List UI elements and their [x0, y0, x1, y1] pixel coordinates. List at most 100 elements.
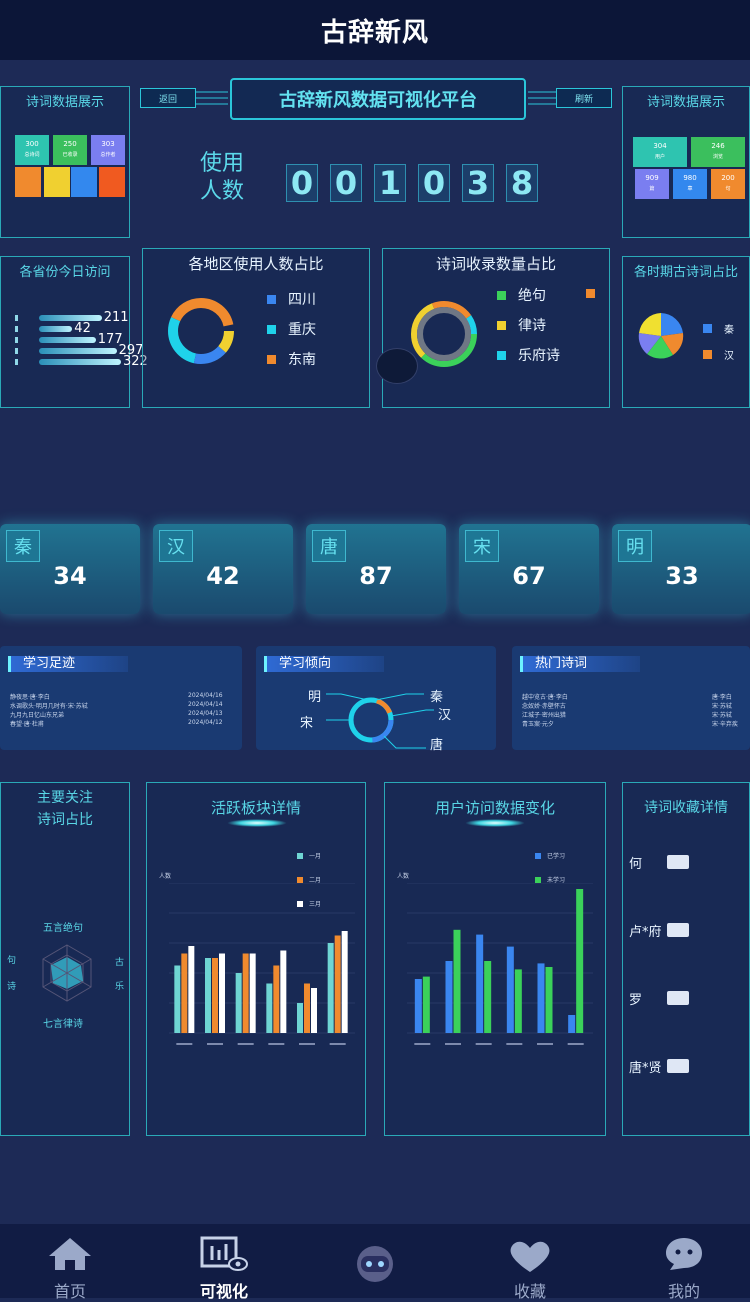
- radar-label-left-2: 诗: [7, 982, 17, 992]
- x-tick-label: [329, 1043, 346, 1045]
- legend-swatch: [267, 324, 276, 334]
- data-tile-label: 句: [725, 186, 731, 192]
- hot-poem-text[interactable]: 青玉案·元夕: [522, 721, 554, 728]
- favorite-item[interactable]: 罗: [629, 993, 643, 1008]
- favorite-badge: [667, 855, 689, 869]
- bar: [506, 946, 514, 1033]
- panel-title: 各地区使用人数占比: [188, 255, 324, 273]
- learning-tendency-panel: 学习倾向 明 宋 秦 汉 唐: [256, 646, 496, 753]
- robot-icon: [357, 1246, 393, 1282]
- footprint-row-text[interactable]: 春望·唐·杜甫: [10, 721, 44, 728]
- dynasty-card[interactable]: 宋 67: [459, 524, 599, 614]
- pie-slice: [647, 336, 673, 359]
- legend-swatch: [297, 901, 303, 907]
- title-glow: [227, 819, 287, 827]
- nav-center-robot[interactable]: [315, 1224, 435, 1298]
- legend-swatch: [535, 853, 541, 859]
- legend-label: 东南: [288, 352, 316, 368]
- data-tile: [71, 167, 97, 197]
- data-tile: 304 用户: [633, 137, 687, 167]
- dynasty-count: 34: [53, 562, 87, 590]
- bar: [576, 889, 584, 1033]
- bar: [212, 958, 218, 1033]
- radar-label-right-1: 古: [115, 958, 125, 968]
- x-tick-label: [237, 1043, 254, 1045]
- bar: [304, 983, 310, 1033]
- x-tick-label: [537, 1043, 553, 1045]
- province-bar-marker: [15, 359, 18, 365]
- nav-favorites[interactable]: 收藏: [470, 1224, 590, 1301]
- radar-label-left-1: 句: [7, 956, 17, 966]
- dynasty-card[interactable]: 唐 87: [306, 524, 446, 614]
- footprint-row-text[interactable]: 水调歌头·明月几时有·宋·苏轼: [10, 703, 88, 710]
- nav-visualization-label: 可视化: [199, 1282, 248, 1301]
- bar: [453, 929, 461, 1033]
- refresh-button[interactable]: 刷新: [556, 88, 612, 108]
- floating-action-button[interactable]: [376, 348, 418, 384]
- home-icon: [49, 1238, 91, 1270]
- footprint-row-text[interactable]: 九月九日忆山东兄弟: [10, 712, 65, 719]
- hot-poem-author: 唐·李白: [712, 694, 732, 701]
- panel-title: 学习足迹: [8, 656, 128, 672]
- data-tile-value: 300: [25, 140, 39, 148]
- data-tile-value: 200: [721, 174, 735, 182]
- data-tile: 909 篇: [635, 169, 669, 199]
- panel-title: 诗词数据展示: [25, 95, 104, 110]
- dynasty-card[interactable]: 明 33: [612, 524, 750, 614]
- province-bar-marker: [15, 315, 18, 321]
- tendency-label-qin: 秦: [430, 690, 444, 705]
- counter-digit: 1: [374, 164, 406, 202]
- footprint-row-text[interactable]: 静夜思·唐·李白: [10, 694, 50, 701]
- heart-icon: [510, 1241, 550, 1272]
- dynasty-card[interactable]: 汉 42: [153, 524, 293, 614]
- legend-item: 四川: [267, 289, 316, 309]
- data-tile: 250 已收录: [53, 135, 87, 165]
- bar: [219, 953, 225, 1033]
- data-tile: 980 章: [673, 169, 707, 199]
- tendency-diagram: [326, 693, 434, 749]
- hot-poem-text[interactable]: 念奴娇·赤壁怀古: [522, 703, 566, 710]
- legend-item: 东南: [267, 349, 316, 369]
- active-ylabel: 人数: [159, 873, 172, 880]
- collection-slice-yuefu: [411, 301, 477, 367]
- panel-title: 学习倾向: [264, 656, 384, 672]
- bar: [174, 965, 181, 1033]
- x-tick-label: [506, 1043, 523, 1045]
- collection-inner-ring: [417, 307, 471, 361]
- panel-title: 用户访问数据变化: [434, 799, 555, 817]
- active-bar-chart: [169, 883, 355, 1045]
- footprint-row-date: 2024/04/13: [188, 710, 223, 717]
- legend-swatch: [703, 350, 712, 359]
- province-bar-marker: [15, 348, 18, 354]
- bar: [414, 979, 422, 1033]
- back-button[interactable]: 返回: [140, 88, 196, 108]
- bar: [568, 1015, 576, 1033]
- data-tile-value: 246: [711, 142, 725, 150]
- hot-poems-panel: 热门诗词 越中览古·唐·李白 唐·李白 念奴娇·赤壁怀古 宋·苏轼 江城子·密州出猎 宋·…: [512, 646, 750, 750]
- pie-slice: [638, 333, 661, 354]
- dynasty-count: 42: [206, 562, 240, 590]
- learning-footprint-panel: 学习足迹 静夜思·唐·李白 2024/04/16 水调歌头·明月几时有·宋·苏轼 20…: [0, 646, 242, 750]
- nav-visualization[interactable]: 可视化: [164, 1224, 284, 1301]
- dynasty-card[interactable]: 秦 34: [0, 524, 140, 614]
- hot-poem-text[interactable]: 越中览古·唐·李白: [522, 694, 568, 701]
- nav-profile[interactable]: 我的: [624, 1224, 744, 1301]
- panel-title-line-1: 主要关注: [37, 790, 93, 806]
- hot-poem-text[interactable]: 江城子·密州出猎: [522, 712, 566, 719]
- bar: [445, 961, 453, 1033]
- hot-poem-author: 宋·苏轼: [712, 703, 732, 710]
- bottom-nav: 首页 可视化 收藏 我的: [0, 1224, 750, 1301]
- bar: [484, 961, 492, 1033]
- header-deco-right: [528, 91, 560, 105]
- nav-home[interactable]: 首页: [10, 1224, 130, 1301]
- visits-ylabel: 人数: [397, 873, 410, 880]
- favorite-item[interactable]: 唐*贤: [629, 1061, 662, 1076]
- favorite-item[interactable]: 何: [629, 857, 643, 872]
- tendency-ring-segment: [348, 697, 394, 743]
- data-tile-label: 总作者: [100, 152, 116, 158]
- legend-label: 已学习: [547, 853, 566, 860]
- favorite-item[interactable]: 卢*府: [629, 925, 662, 940]
- user-count-label-line-1: 使用: [200, 151, 245, 176]
- dynasty-share-panel: 各时期古诗词占比 秦汉: [622, 256, 750, 408]
- panel-title-line-2: 诗词占比: [37, 812, 93, 828]
